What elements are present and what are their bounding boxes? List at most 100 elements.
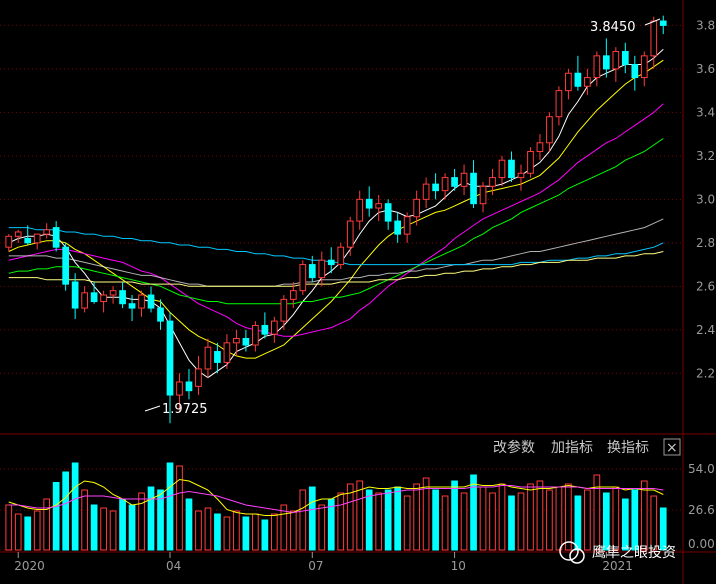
candle-24 xyxy=(233,329,240,356)
volume-bar-9 xyxy=(90,504,98,551)
candle-body xyxy=(612,50,620,70)
volume-bar-55 xyxy=(527,483,534,551)
volume-bar-13 xyxy=(128,504,136,551)
candle-68 xyxy=(650,16,658,69)
candle-body xyxy=(157,307,164,322)
volume-bar-24 xyxy=(233,510,240,551)
candle-body xyxy=(176,381,183,396)
candle-26 xyxy=(252,321,259,352)
volume-bar-60 xyxy=(574,495,582,551)
close-button[interactable] xyxy=(663,438,681,456)
volume-bar-44 xyxy=(422,477,430,551)
volume-bar-42 xyxy=(403,495,411,551)
volume-bar-54 xyxy=(517,492,525,551)
candle-35 xyxy=(337,242,345,269)
wechat-logo-icon xyxy=(559,541,579,561)
volume-bar-46 xyxy=(441,495,449,551)
candle-17 xyxy=(166,312,174,424)
volume-bar-7 xyxy=(71,462,79,551)
candle-62 xyxy=(593,51,601,87)
candle-body xyxy=(441,177,449,192)
candle-37 xyxy=(356,190,364,230)
modify-params-button[interactable]: 改参数 xyxy=(493,439,535,456)
volume-bar-52 xyxy=(498,483,506,551)
candle-body xyxy=(90,292,98,303)
candle-4 xyxy=(43,223,51,239)
candle-body xyxy=(5,235,13,248)
candle-body xyxy=(109,290,117,296)
volume-bar-8 xyxy=(81,489,88,551)
candle-body xyxy=(584,77,591,87)
candle-body xyxy=(356,198,364,222)
candle-body xyxy=(394,220,402,235)
candle-body xyxy=(403,216,411,235)
candle-body xyxy=(280,298,288,322)
candle-body xyxy=(659,20,667,26)
candle-body xyxy=(119,290,126,305)
candle-body xyxy=(308,264,316,279)
volume-tick-label-2: 54.0 xyxy=(688,462,715,476)
candle-28 xyxy=(270,316,278,343)
candle-7 xyxy=(71,273,79,319)
candle-50 xyxy=(479,181,487,213)
candlestick-series xyxy=(5,15,667,424)
candle-44 xyxy=(422,177,430,209)
price-tick-label-7: 3.6 xyxy=(696,62,715,76)
candle-34 xyxy=(327,247,335,274)
volume-bar-61 xyxy=(584,489,591,551)
price-tick-label-2: 2.6 xyxy=(696,279,715,293)
candle-64 xyxy=(612,47,620,82)
candle-body xyxy=(289,290,297,300)
candle-body xyxy=(318,259,326,279)
candle-body xyxy=(621,50,629,66)
candle-69 xyxy=(659,15,667,35)
candle-body xyxy=(574,72,582,87)
candle-body xyxy=(650,20,658,57)
volume-bar-23 xyxy=(223,516,231,551)
date-tick-label-3: 10 xyxy=(451,559,466,573)
candle-43 xyxy=(413,190,420,226)
volume-bar-53 xyxy=(508,495,515,551)
candle-1 xyxy=(14,229,22,243)
candle-11 xyxy=(109,286,117,304)
candle-48 xyxy=(460,164,468,195)
volume-bar-0 xyxy=(5,504,13,551)
volume-bar-16 xyxy=(157,489,164,551)
volume-bar-10 xyxy=(100,507,107,551)
candle-53 xyxy=(508,151,515,182)
candle-body xyxy=(195,368,202,387)
candle-body xyxy=(242,338,250,346)
volume-bar-1 xyxy=(14,513,22,551)
moving-average-lines xyxy=(8,48,664,379)
watermark-text: 鹰隼之眼投资 xyxy=(592,545,676,561)
candle-body xyxy=(14,231,22,237)
candle-body xyxy=(252,324,259,346)
candle-body xyxy=(422,183,430,200)
high-arrow-icon xyxy=(644,18,661,26)
candle-0 xyxy=(5,234,13,252)
volume-bar-36 xyxy=(346,483,354,551)
candle-45 xyxy=(432,173,439,200)
candle-body xyxy=(185,381,193,392)
volume-axis: 0.00 26.6 54.0 xyxy=(688,462,715,551)
candle-body xyxy=(555,90,563,118)
price-tick-label-1: 2.4 xyxy=(696,323,715,337)
candle-body xyxy=(527,151,534,174)
add-indicator-button[interactable]: 加指标 xyxy=(551,440,593,456)
candle-61 xyxy=(584,68,591,95)
candle-57 xyxy=(546,112,553,152)
volume-bars xyxy=(5,462,667,551)
candle-66 xyxy=(631,55,639,91)
volume-bar-31 xyxy=(299,489,307,551)
volume-bar-4 xyxy=(43,498,51,551)
candle-8 xyxy=(81,286,88,313)
candle-body xyxy=(546,116,553,144)
candle-body xyxy=(479,185,487,205)
candle-63 xyxy=(602,38,610,78)
switch-indicator-button[interactable]: 换指标 xyxy=(607,439,649,456)
candle-body xyxy=(565,72,572,92)
candle-body xyxy=(384,203,392,222)
volume-bar-45 xyxy=(432,489,439,551)
candle-33 xyxy=(318,251,326,287)
line-ma250 xyxy=(8,251,664,287)
